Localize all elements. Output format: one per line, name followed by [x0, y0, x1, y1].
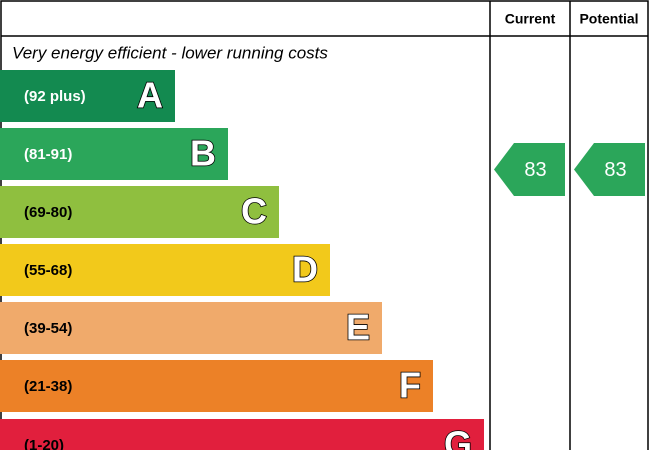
band-range: (1-20)	[24, 437, 64, 450]
band	[0, 244, 330, 296]
band	[0, 186, 279, 238]
band-range: (39-54)	[24, 320, 72, 337]
band-letter: B	[190, 133, 216, 174]
band-range: (69-80)	[24, 204, 72, 221]
band-range: (55-68)	[24, 262, 72, 279]
current-header: Current	[505, 11, 556, 27]
band-letter: G	[444, 424, 472, 450]
band-letter: C	[241, 191, 267, 232]
rating-arrow	[494, 143, 565, 196]
band-letter: F	[399, 365, 421, 406]
band	[0, 128, 228, 180]
band	[0, 70, 175, 122]
band-letter: D	[292, 249, 318, 290]
band-range: (81-91)	[24, 146, 72, 163]
caption: Very energy efficient - lower running co…	[12, 43, 328, 62]
band-range: (21-38)	[24, 378, 72, 395]
rating-value: 83	[604, 159, 626, 181]
potential-header: Potential	[579, 11, 638, 27]
band	[0, 419, 484, 450]
band	[0, 360, 433, 412]
band-range: (92 plus)	[24, 88, 86, 105]
band-letter: E	[346, 307, 370, 348]
rating-arrow	[574, 143, 645, 196]
band	[0, 302, 382, 354]
band-letter: A	[137, 75, 163, 116]
rating-value: 83	[524, 159, 546, 181]
